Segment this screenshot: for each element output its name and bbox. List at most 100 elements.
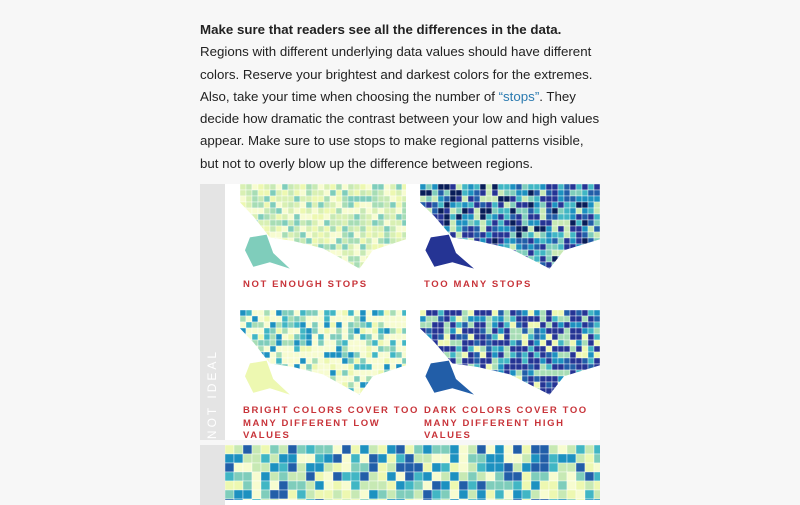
map-cell [269, 351, 277, 359]
map-cell [350, 480, 361, 491]
map-cell [437, 189, 445, 197]
map-cell [240, 351, 247, 359]
map-cell [311, 249, 319, 257]
map-cell [420, 375, 427, 383]
map-cell [497, 387, 505, 395]
map-cell [299, 255, 307, 263]
map-cell [461, 345, 469, 353]
map-cell [485, 345, 493, 353]
map-cell [420, 249, 427, 257]
map-cell [251, 445, 262, 455]
map-cell [491, 375, 499, 383]
map-cell [287, 453, 298, 464]
stops-link[interactable]: “stops” [498, 88, 540, 104]
map-cell [539, 339, 547, 347]
map-cell [347, 363, 355, 371]
map-cell [587, 333, 595, 341]
map-cell [389, 184, 397, 191]
map-cell [389, 267, 397, 269]
map-cell [401, 351, 406, 359]
map-cell [479, 387, 487, 395]
map-cell [512, 453, 523, 464]
map-cell [311, 267, 319, 269]
map-cell [353, 219, 361, 227]
map-cell [311, 333, 319, 341]
map-cell [588, 274, 594, 276]
map-cell [347, 195, 355, 203]
map-cell [275, 219, 283, 227]
map-cell [545, 315, 553, 323]
map-cell [377, 471, 388, 482]
map-cell [539, 333, 547, 341]
map-cell [593, 351, 600, 359]
map-cell [287, 375, 295, 383]
map-cell [347, 393, 355, 395]
map-cell [305, 321, 313, 329]
map-cell [311, 261, 319, 269]
map-cell [251, 267, 259, 269]
map-cell [587, 219, 595, 227]
map-cell [350, 462, 361, 473]
map-cell [276, 274, 282, 276]
map-cell [437, 315, 445, 323]
map-cell [509, 315, 517, 323]
map-cell [575, 369, 583, 377]
map-cell [557, 231, 565, 239]
map-cell [467, 369, 475, 377]
map-cell [509, 189, 517, 197]
map-cell [581, 237, 589, 245]
map-cell [353, 381, 361, 389]
map-cell [395, 345, 403, 353]
map-cell [485, 327, 493, 335]
map-cell [455, 310, 463, 317]
map-cell [533, 225, 541, 233]
map-cell [557, 363, 565, 371]
map-cell [401, 357, 406, 365]
map-cell [329, 351, 337, 359]
map-cell [251, 189, 259, 197]
map-cell [420, 213, 427, 221]
map-cell [401, 207, 406, 215]
map-cell [377, 207, 385, 215]
map-cell [569, 357, 577, 365]
map-cell [503, 184, 511, 191]
map-cell [353, 189, 361, 197]
map-cell [569, 255, 577, 263]
map-cell [359, 225, 367, 233]
map-cell [335, 189, 343, 197]
map-cell [317, 315, 325, 323]
map-cell [581, 393, 589, 395]
map-cell [311, 387, 319, 395]
map-cell [293, 321, 301, 329]
map-cell [581, 189, 589, 197]
map-cell [515, 357, 523, 365]
map-cell [245, 213, 253, 221]
map-cell [413, 445, 424, 455]
map-cell [521, 219, 529, 227]
map-cell [449, 213, 457, 221]
map-cell [371, 351, 379, 359]
map-cell [521, 363, 529, 371]
map-cell [557, 267, 565, 269]
map-cell [437, 393, 445, 395]
map-cell [533, 333, 541, 341]
map-cell [300, 274, 306, 276]
map-cell [287, 231, 295, 239]
map-cell [420, 339, 427, 347]
map-cell [503, 327, 511, 335]
map-cell [548, 489, 559, 500]
map-cell [533, 321, 541, 329]
map-cell [521, 189, 529, 197]
map-cell [317, 195, 325, 203]
map-cell [240, 195, 247, 203]
map-cell [311, 327, 319, 335]
map-cell [551, 310, 559, 317]
map-cell [335, 321, 343, 329]
map-cell [509, 327, 517, 335]
map-cell [263, 225, 271, 233]
map-cell [533, 363, 541, 371]
map-cell [485, 189, 493, 197]
map-cell [515, 219, 523, 227]
map-cell [485, 225, 493, 233]
map-cell [539, 213, 547, 221]
